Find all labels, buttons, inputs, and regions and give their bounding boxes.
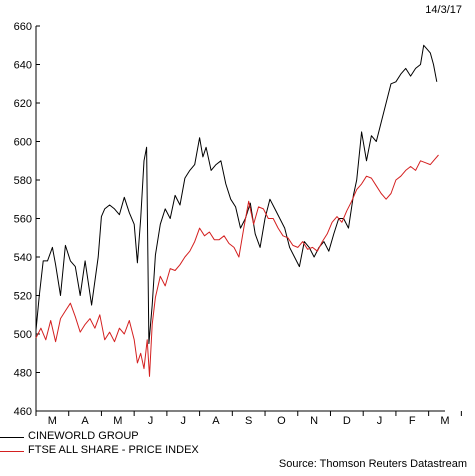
- x-tick-label: A: [81, 415, 89, 427]
- source-note: Source: Thomson Reuters Datastream: [278, 458, 467, 470]
- y-tick-label: 480: [14, 368, 32, 380]
- y-tick-label: 640: [14, 60, 32, 72]
- legend-swatch-cineworld: [0, 437, 24, 438]
- x-tick-label: M: [113, 415, 122, 427]
- date-label: 14/3/17: [425, 4, 462, 16]
- series-line-cineworld: [35, 44, 438, 345]
- y-tick-label: 660: [14, 21, 32, 33]
- y-tick-label: 580: [14, 175, 32, 187]
- legend-item-ftse: FTSE ALL SHARE - PRICE INDEX: [0, 444, 300, 458]
- legend-label-cineworld: CINEWORLD GROUP: [28, 430, 139, 442]
- y-tick-label: 460: [14, 406, 32, 418]
- x-tick-label: M: [48, 415, 57, 427]
- x-tick-label: J: [377, 415, 383, 427]
- x-tick-label: J: [148, 415, 154, 427]
- x-tick-label: N: [310, 415, 318, 427]
- legend-item-cineworld: CINEWORLD GROUP: [0, 430, 300, 444]
- y-tick-label: 540: [14, 252, 32, 264]
- x-tick-label: A: [212, 415, 220, 427]
- y-tick-label: 600: [14, 137, 32, 149]
- y-tick-label: 560: [14, 214, 32, 226]
- y-tick-label: 520: [14, 291, 32, 303]
- x-tick-label: D: [343, 415, 351, 427]
- x-tick-label: M: [440, 415, 449, 427]
- axes: [35, 26, 445, 412]
- legend-swatch-ftse: [0, 451, 24, 452]
- plot-lines: [35, 44, 439, 377]
- y-tick-label: 500: [14, 329, 32, 341]
- x-tick-label: O: [277, 415, 286, 427]
- x-tick-label: J: [180, 415, 186, 427]
- y-axis: 460 480 500 520 540 560 580 600 620 640 660: [14, 21, 40, 418]
- legend-label-ftse: FTSE ALL SHARE - PRICE INDEX: [28, 444, 199, 456]
- y-tick-label: 620: [14, 98, 32, 110]
- x-tick-label: F: [409, 415, 416, 427]
- x-tick-label: S: [245, 415, 252, 427]
- series-line-ftse: [35, 154, 439, 377]
